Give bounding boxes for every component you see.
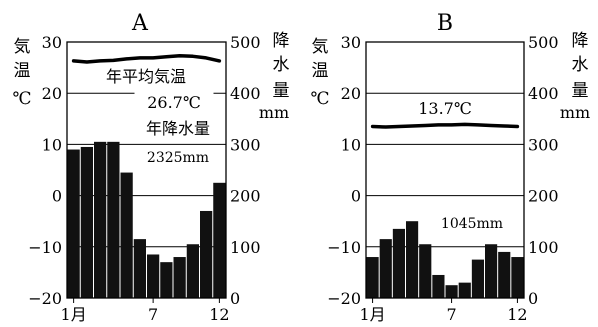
y-left-tick-label: −20 xyxy=(327,289,361,308)
annotation-bg xyxy=(146,118,210,138)
y-left-tick-label: 30 xyxy=(42,33,62,52)
y-right-tick-label: 100 xyxy=(528,238,559,257)
y-right-unit: mm xyxy=(259,103,289,122)
y-right-tick-label: 400 xyxy=(528,84,559,103)
y-right-tick-label: 0 xyxy=(230,289,240,308)
precip-bar xyxy=(213,182,226,298)
x-tick-label: 1月 xyxy=(61,305,87,324)
annotation-bg xyxy=(106,66,186,86)
y-right-tick-label: 100 xyxy=(230,238,261,257)
annotation-annual_precip_value: 1045mm xyxy=(441,216,503,232)
temperature-line xyxy=(370,122,520,129)
precip-bar xyxy=(419,244,432,298)
y-right-label-char: 降 xyxy=(273,31,290,51)
y-left-label-char: ℃ xyxy=(12,89,31,109)
precip-bar xyxy=(471,259,484,298)
y-right-unit: mm xyxy=(560,103,590,122)
plot-frame xyxy=(365,41,525,299)
y-right-tick-label: 400 xyxy=(230,84,261,103)
annotation-bg xyxy=(405,98,485,118)
y-right-tick-label: 500 xyxy=(528,33,559,52)
annotation-annual_precip_label: 年降水量 xyxy=(146,119,210,138)
annotation-bg xyxy=(134,92,214,112)
y-left-tick-label: 20 xyxy=(341,84,361,103)
precip-bar xyxy=(160,262,173,298)
precip-bar xyxy=(485,244,498,298)
y-left-tick-label: 0 xyxy=(52,187,62,206)
y-left-tick-label: 20 xyxy=(42,84,62,103)
y-left-label-char: ℃ xyxy=(310,89,329,109)
precip-bar xyxy=(200,210,213,298)
y-left-tick-label: −20 xyxy=(28,289,62,308)
chart-panel-B: B気温℃降水量mm3020100−10−2050040030020010001月… xyxy=(310,11,590,324)
y-left-tick-label: −10 xyxy=(327,238,361,257)
precip-bar xyxy=(498,251,511,298)
precip-bar xyxy=(406,221,419,298)
y-left-tick-label: 30 xyxy=(341,33,361,52)
plot-frame xyxy=(66,41,227,299)
annotation-bg xyxy=(440,212,504,232)
y-left-label-char: 気 xyxy=(312,37,329,57)
precip-bar xyxy=(94,141,107,298)
annotation-annual_precip_value: 2325mm xyxy=(147,150,209,166)
x-tick-label: 12 xyxy=(507,305,527,324)
precip-bar xyxy=(133,239,146,298)
y-left-label-char: 温 xyxy=(312,61,329,81)
y-right-label-char: 降 xyxy=(572,31,589,51)
y-left-tick-label: 10 xyxy=(341,135,361,154)
precip-bar xyxy=(107,141,120,298)
y-left-label-char: 温 xyxy=(14,61,31,81)
precip-bar xyxy=(445,285,458,298)
y-right-tick-label: 300 xyxy=(528,135,559,154)
x-tick-label: 7 xyxy=(446,305,456,324)
chart-title: B xyxy=(437,11,453,36)
precip-bar xyxy=(432,274,445,298)
y-right-tick-label: 200 xyxy=(528,187,559,206)
y-right-label-char: 水 xyxy=(572,55,589,75)
precip-bar xyxy=(366,257,379,298)
annotation-avg_temp_value: 13.7℃ xyxy=(418,99,472,118)
precip-bar xyxy=(80,146,93,298)
annotation-avg_temp_value: 26.7℃ xyxy=(147,93,201,112)
precip-bar xyxy=(147,254,160,298)
precip-bar xyxy=(392,228,405,298)
y-left-label-char: 気 xyxy=(14,37,31,57)
x-tick-label: 7 xyxy=(148,305,158,324)
y-right-tick-label: 200 xyxy=(230,187,261,206)
y-left-tick-label: −10 xyxy=(28,238,62,257)
x-tick-label: 1月 xyxy=(359,305,385,324)
y-left-tick-label: 0 xyxy=(351,187,361,206)
precip-bar xyxy=(186,244,199,298)
chart-title: A xyxy=(131,11,149,36)
y-right-tick-label: 0 xyxy=(528,289,538,308)
y-right-label-char: 量 xyxy=(273,81,290,101)
annotation-bg xyxy=(146,146,210,166)
y-right-label-char: 水 xyxy=(273,55,290,75)
precip-bar xyxy=(511,257,524,298)
annotation-avg_temp_label: 年平均気温 xyxy=(106,67,186,86)
precip-bar xyxy=(458,282,471,298)
y-right-tick-label: 500 xyxy=(230,33,261,52)
precip-bar xyxy=(120,172,133,298)
x-tick-label: 12 xyxy=(209,305,229,324)
temperature-line xyxy=(71,54,222,64)
precip-bar xyxy=(67,149,80,298)
precip-bar xyxy=(379,239,392,298)
y-right-tick-label: 300 xyxy=(230,135,261,154)
precip-bar xyxy=(173,257,186,298)
chart-panel-A: A気温℃降水量mm3020100−10−2050040030020010001月… xyxy=(12,11,289,324)
y-left-tick-label: 10 xyxy=(42,135,62,154)
y-right-label-char: 量 xyxy=(572,81,589,101)
